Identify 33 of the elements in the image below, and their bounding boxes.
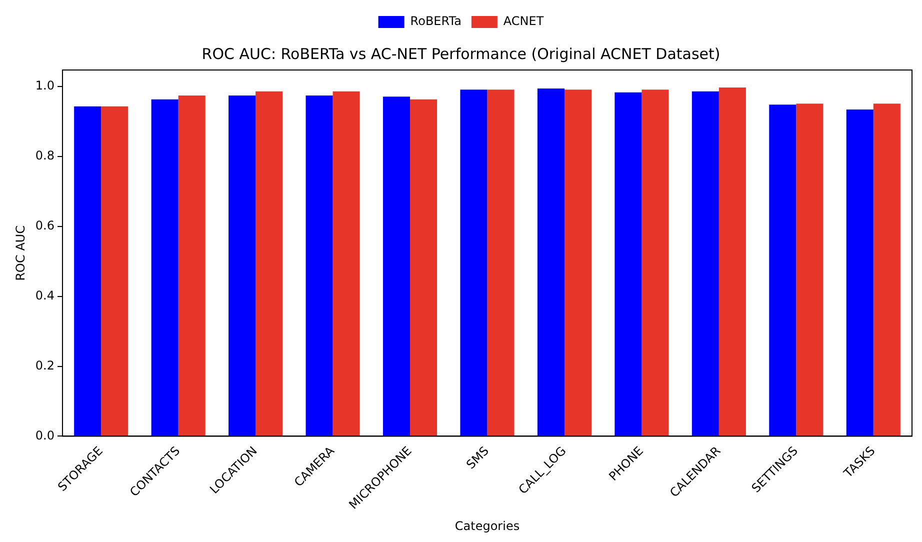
bar [256,91,283,436]
bar [178,96,206,436]
legend-label: RoBERTa [410,14,462,28]
bar [487,90,514,436]
y-tick-label: 0.8 [35,148,54,163]
bar [228,96,256,436]
y-tick-label: 0.2 [35,358,54,372]
bar [460,90,488,436]
x-axis-title: Categories [454,518,520,533]
bar [769,104,796,436]
chart-title: ROC AUC: RoBERTa vs AC-NET Performance (Original ACNET Dataset) [202,44,720,63]
y-tick-label: 0.4 [35,288,54,302]
bar [796,104,824,436]
y-tick-label: 0.0 [35,428,54,442]
bar [410,99,438,436]
bar [537,88,564,436]
bar [564,90,592,436]
bar [692,91,719,436]
bar [332,91,360,436]
bar [101,106,128,436]
bar [74,106,102,436]
legend-label: ACNET [503,14,544,28]
bar [873,104,900,436]
bar [718,87,746,436]
bar [642,90,669,436]
bar [846,110,874,436]
bar [382,96,410,436]
y-tick-label: 0.6 [35,218,54,232]
y-tick-label: 1.0 [35,78,54,93]
y-axis-title: ROC AUC [13,225,28,281]
bar [306,96,333,436]
bar [151,99,178,436]
bar [614,92,642,436]
